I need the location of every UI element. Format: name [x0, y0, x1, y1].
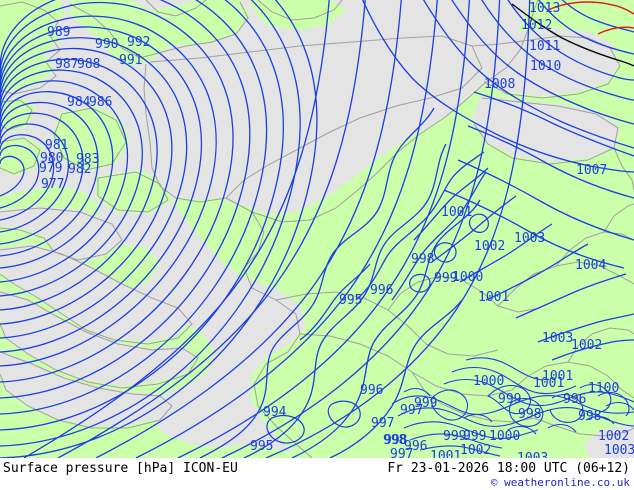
isobar-label: 996: [563, 392, 586, 407]
isobar-label: 997: [400, 403, 423, 418]
pressure-contour-map[interactable]: 989 990 992 991 987 988 984 986 981 980 983 979 982 9…: [0, 0, 634, 458]
footer-parameter-label: Surface pressure [hPa] ICON-EU: [3, 461, 238, 476]
isobar-label: 998: [383, 433, 406, 448]
isobar-label: 1001: [441, 205, 472, 220]
isobar-label: 1007: [576, 163, 607, 178]
footer-copyright: © weatheronline.co.uk: [490, 476, 630, 489]
map-canvas: [0, 0, 634, 458]
isobar-label: 998: [411, 252, 434, 267]
isobar-label: 995: [250, 439, 273, 454]
isobar-label: 988: [77, 57, 100, 72]
isobar-label: 999: [498, 392, 521, 407]
isobar-label: 1001: [533, 376, 564, 391]
isobar-label: 1004: [575, 258, 606, 273]
isobar-label: 989: [47, 25, 70, 40]
sea-inlets-layer: [0, 28, 634, 458]
isobar-label: 1010: [530, 59, 561, 74]
isobar-label: 1013: [529, 1, 560, 16]
isobar-label: 981: [45, 138, 68, 153]
isobar-label: 1000: [489, 429, 520, 444]
isobar-label: 998: [518, 407, 541, 422]
isobar-label: 996: [370, 283, 393, 298]
isobar-label: 1001: [478, 290, 509, 305]
map-footer: Surface pressure [hPa] ICON-EU Fr 23-01-…: [0, 458, 634, 490]
isobar-label: 996: [404, 439, 427, 454]
front-lines: [511, 1, 634, 67]
isobar-alpine-tangle: [391, 357, 634, 457]
isobar-label: 1012: [521, 18, 552, 33]
isobar-label: 1100: [588, 381, 619, 396]
isobar-label: 1001: [430, 449, 461, 458]
isobar-label: 992: [127, 35, 150, 50]
isobar-label: 1011: [529, 39, 560, 54]
isobar-label: 1002: [571, 338, 602, 353]
isobar-continental: [199, 107, 634, 458]
isobar-label: 979: [39, 161, 62, 176]
isobar-label: 999: [443, 429, 466, 444]
isobar-label: 983: [76, 152, 99, 167]
isobar-label: 998: [384, 433, 407, 448]
isobar-label: 1000: [473, 374, 504, 389]
isobar-midfield: [23, 0, 531, 458]
isobar-label: 995: [339, 293, 362, 308]
isobar-label: 1002: [474, 239, 505, 254]
isobar-label: 998: [578, 409, 601, 424]
isobar-label: 986: [89, 95, 112, 110]
isobar-label: 996: [360, 383, 383, 398]
isobar-label: 980: [40, 151, 63, 166]
isobar-label: 982: [68, 162, 91, 177]
isobar-tight-low: [0, 0, 318, 458]
isobar-label: 1003: [604, 443, 634, 458]
isobar-label: 997: [390, 447, 413, 458]
isobar-label: 1002: [598, 429, 629, 444]
isobar-north: [361, 0, 634, 269]
isobar-label: 984: [67, 95, 91, 110]
isobar-label: 1002: [460, 443, 491, 458]
isobar-label: 1003: [514, 231, 545, 246]
isobar-label: 1003: [517, 451, 548, 458]
isobar-label: 997: [371, 416, 394, 431]
isobar-label: 994: [263, 405, 287, 420]
isobar-label: 990: [95, 37, 118, 52]
isobar-label: 1001: [542, 369, 573, 384]
isobar-label: 1003: [542, 331, 573, 346]
isobar-label: 999: [414, 396, 437, 411]
isobar-label: 977: [41, 177, 64, 192]
isobar-label: 999: [434, 271, 457, 286]
isobar-label: 1000: [452, 270, 483, 285]
isobar-closed-loops: [266, 213, 489, 444]
footer-valid-time: Fr 23-01-2026 18:00 UTC (06+12): [387, 461, 630, 476]
isobar-label: 991: [119, 53, 142, 68]
isobar-label: 1008: [484, 77, 515, 92]
isobar-label: 999: [463, 429, 486, 444]
isobar-label: 987: [55, 57, 78, 72]
coastline-layer: [0, 0, 634, 458]
